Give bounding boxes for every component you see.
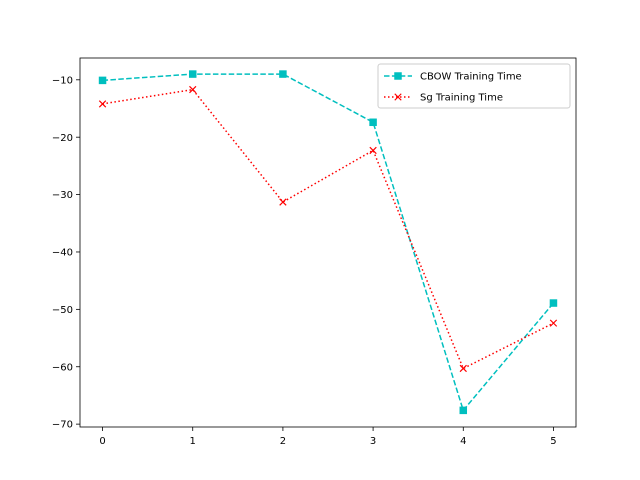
y-tick-label--20: −20 bbox=[52, 133, 73, 144]
x-tick-label-4: 4 bbox=[460, 436, 466, 447]
series-1-point-5 bbox=[549, 299, 558, 307]
legend-marker-1 bbox=[394, 72, 402, 80]
legend-item-2: Sg Training Time bbox=[384, 93, 503, 104]
x-axis: 0 1 2 3 4 5 bbox=[99, 427, 557, 447]
series-1-point-0 bbox=[98, 76, 107, 85]
series-2-point-1 bbox=[189, 85, 197, 94]
x-tick-label-3: 3 bbox=[370, 436, 376, 447]
series-2-point-2 bbox=[279, 198, 287, 206]
y-tick-label--10: −10 bbox=[52, 75, 73, 86]
legend-label-2: Sg Training Time bbox=[420, 93, 503, 104]
x-tick-label-0: 0 bbox=[99, 436, 105, 447]
x-tick-label-5: 5 bbox=[550, 436, 556, 447]
legend-label-1: CBOW Training Time bbox=[420, 72, 522, 83]
series-2-line bbox=[102, 88, 554, 370]
series-1-point-1 bbox=[188, 70, 197, 78]
series-2 bbox=[98, 85, 558, 373]
legend-marker-2 bbox=[394, 93, 402, 101]
y-tick-label--60: −60 bbox=[52, 362, 73, 373]
y-tick-label--70: −70 bbox=[52, 420, 73, 431]
series-1-line bbox=[102, 73, 555, 412]
plot-area bbox=[79, 57, 577, 428]
series-1-point-3 bbox=[369, 118, 377, 127]
series-1-point-2 bbox=[279, 70, 287, 78]
y-axis: −70 −60 −50 −40 −30 −20 −10 bbox=[52, 75, 80, 431]
y-tick-label--30: −30 bbox=[52, 190, 73, 201]
series-1 bbox=[98, 70, 558, 415]
y-tick-label--50: −50 bbox=[52, 305, 73, 316]
series-2-point-4 bbox=[459, 364, 467, 373]
series-2-point-0 bbox=[98, 100, 107, 108]
series-1-point-4 bbox=[459, 406, 468, 415]
series-layer bbox=[98, 70, 558, 415]
axes-frame bbox=[79, 57, 577, 428]
series-2-point-3 bbox=[369, 146, 377, 155]
legend-box bbox=[377, 63, 571, 109]
y-tick-label--40: −40 bbox=[52, 248, 73, 259]
x-tick-label-2: 2 bbox=[280, 436, 286, 447]
legend-item-1: CBOW Training Time bbox=[384, 72, 522, 83]
legend: CBOW Training Time Sg Training Time bbox=[377, 63, 571, 109]
x-tick-label-1: 1 bbox=[190, 436, 196, 447]
series-2-point-5 bbox=[549, 319, 558, 327]
